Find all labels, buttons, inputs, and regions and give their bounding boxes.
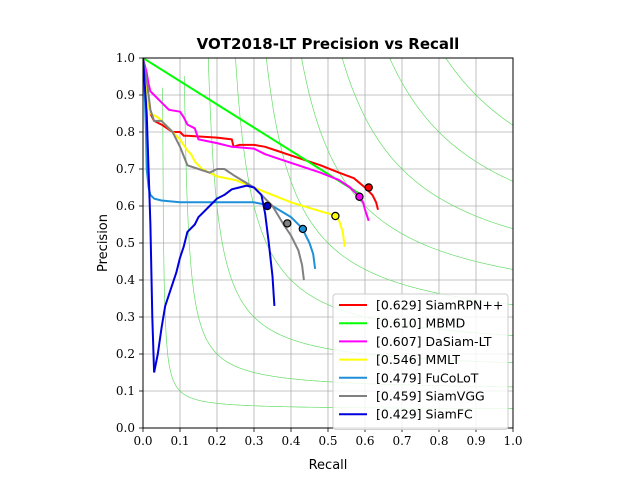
legend-label-fucolot: [0.479] FuCoLoT [376,370,479,385]
markers-layer [263,183,373,234]
legend-series-name: MMLT [426,352,461,367]
series-marker-fucolot [298,224,308,234]
series-marker-mmlt [331,211,340,221]
legend-series-name: SiamRPN++ [426,298,504,313]
series-line-fucolot [143,58,317,270]
series-line-siamfc [143,58,156,373]
legend-score: [0.479] [376,370,422,385]
x-tick-label: 0.7 [392,434,411,448]
series-line-mbmd [143,58,362,196]
chart-title: VOT2018-LT Precision vs Recall [197,35,460,53]
y-tick-label: 0.9 [116,88,135,102]
series-marker-siamvgg [283,219,292,228]
series-line-mmlt [143,58,346,247]
x-tick-label: 1.0 [503,434,522,448]
legend-label-siamrpn: [0.629] SiamRPN++ [376,298,503,313]
y-tick-label: 0.0 [116,421,135,435]
y-tick-label: 0.2 [116,347,135,361]
legend-series-name: SiamFC [426,407,473,422]
y-tick-label: 0.4 [116,273,135,287]
iso-f-curve [389,58,513,182]
legend-series-name: MBMD [426,316,466,331]
series-line-siamvgg [143,58,305,281]
iso-f-curve [341,58,513,230]
x-axis-label: Recall [309,458,348,473]
legend-box [332,293,509,430]
legend-label-mmlt: [0.546] MMLT [376,352,460,367]
legend-label-siamvgg: [0.459] SiamVGG [376,389,485,404]
legend-series-name: DaSiam-LT [426,334,492,349]
legend: [0.629] SiamRPN++ [0.610] MBMD [0.607] DaS… [332,293,509,430]
y-tick-label: 0.1 [116,384,135,398]
legend-label-dasiam-lt: [0.607] DaSiam-LT [376,334,492,349]
legend-score: [0.629] [376,298,422,313]
series-marker-dasiam-lt [355,192,364,201]
y-axis-label: Precision [96,214,111,272]
legend-score: [0.546] [376,352,422,367]
legend-score: [0.610] [376,316,422,331]
legend-series-name: FuCoLoT [426,370,479,385]
x-tick-label: 0.9 [466,434,485,448]
y-tick-label: 0.7 [116,162,135,176]
y-tick-label: 0.8 [116,125,135,139]
x-tick-label: 0.1 [170,434,189,448]
x-tick-label: 0.4 [281,434,300,448]
x-tick-label: 0.2 [207,434,226,448]
x-tick-label: 0.8 [429,434,448,448]
series-line-dasiam-lt [143,58,370,222]
iso-f-curve [235,58,513,336]
legend-score: [0.459] [376,389,422,404]
y-tick-label: 0.3 [116,310,135,324]
x-tick-label: 0.3 [244,434,263,448]
iso-f-curve [301,58,513,270]
series-line-siamfc [153,184,276,373]
series-layer [143,58,379,373]
legend-score: [0.607] [376,334,422,349]
y-tick-label: 1.0 [116,51,135,65]
series-marker-siamfc [263,201,272,211]
x-tick-label: 0.5 [318,434,337,448]
x-tick-label: 0.6 [355,434,374,448]
legend-label-mbmd: [0.610] MBMD [376,316,465,331]
y-tick-label: 0.6 [116,199,135,213]
legend-score: [0.429] [376,407,422,422]
x-tick-label: 0.0 [133,434,152,448]
legend-label-siamfc: [0.429] SiamFC [376,407,473,422]
iso-f-curve [445,58,513,126]
ticks-layer: 0.0 0.1 0.2 0.3 0.4 0.5 0.6 0.7 0.8 0.9 1.0 0.0 0.1 0… [116,51,523,448]
y-tick-label: 0.5 [116,236,135,250]
legend-series-name: SiamVGG [426,389,485,404]
series-marker-siamrpn [364,183,373,192]
